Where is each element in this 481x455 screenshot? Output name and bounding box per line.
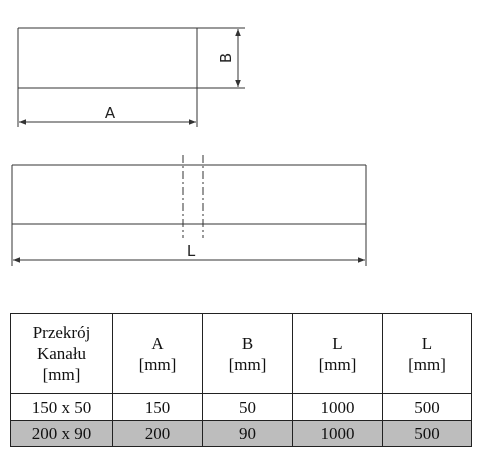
dimension-label: A [105, 104, 116, 122]
dimension-label: B [217, 53, 235, 63]
header-row: Przekrój Kanału [mm] A [mm] B [mm] L [mm] L [mm] [10, 313, 472, 394]
header-cell: Przekrój Kanału [mm] [10, 313, 113, 394]
header-cell: A [mm] [112, 313, 203, 394]
cell: 1000 [292, 393, 383, 421]
header-text: [mm] [42, 365, 81, 384]
cell: 1000 [292, 420, 383, 447]
header-text: Kanału [36, 344, 87, 363]
header-text: [mm] [138, 354, 177, 374]
header-text: L [332, 333, 343, 353]
cell: 90 [202, 420, 293, 447]
spec-table: Przekrój Kanału [mm] A [mm] B [mm] L [mm] L [mm] 15… [10, 313, 472, 447]
data-row: 200 x 90 200 90 1000 500 [10, 420, 472, 447]
header-text: [mm] [228, 354, 267, 374]
cell: 50 [202, 393, 293, 421]
header-cell: B [mm] [202, 313, 293, 394]
top-view: A B [17, 27, 245, 127]
cell: 150 x 50 [10, 393, 113, 421]
cell: 150 [112, 393, 203, 421]
side-view: L [11, 155, 367, 266]
header-text: [mm] [318, 354, 357, 374]
cell: 500 [382, 393, 472, 421]
drawing: A B L [11, 27, 367, 266]
header-cell: L [mm] [292, 313, 383, 394]
data-row: 150 x 50 150 50 1000 500 [10, 393, 472, 421]
header-text: L [421, 333, 433, 353]
header-text: A [151, 333, 164, 353]
header-text: B [241, 333, 254, 353]
cell: 200 x 90 [10, 420, 113, 447]
header-text: [mm] [408, 354, 446, 374]
header-cell: L [mm] [382, 313, 472, 394]
header-text: Przekrój [32, 323, 91, 342]
cell: 200 [112, 420, 203, 447]
cell: 500 [382, 420, 472, 447]
dimension-label: L [187, 242, 196, 260]
